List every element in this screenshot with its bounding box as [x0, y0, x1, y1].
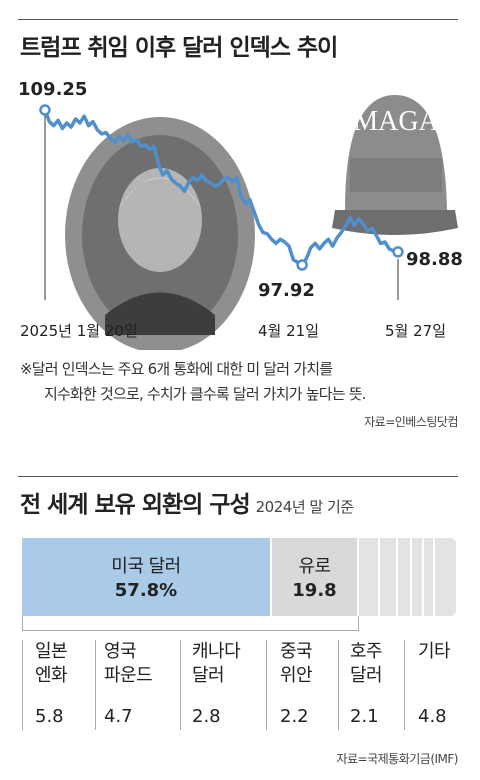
bracket-left [22, 616, 23, 630]
end-value-label: 98.88 [406, 249, 463, 270]
dollar-index-line [43, 108, 400, 267]
col-divider-5 [338, 640, 339, 730]
x-label-april: 4월 21일 [258, 322, 319, 340]
cell-cny: 중국 위안 [280, 641, 313, 686]
value-jpy: 5.8 [35, 706, 64, 727]
source-imf: 자료=국제통화기금(IMF) [336, 752, 458, 766]
small-segment-cad [398, 538, 410, 616]
usd-segment: 미국 달러 57.8% [22, 538, 270, 616]
value-gbp: 4.7 [104, 706, 133, 727]
col-divider-1 [22, 640, 23, 730]
top-rule [18, 19, 458, 20]
col-divider-6 [404, 640, 405, 730]
small-segment-cny [412, 538, 422, 616]
bar-chart-subtitle: 2024년 말 기준 [255, 498, 354, 516]
eur-segment: 유로 19.8 [272, 538, 357, 616]
small-segment-aud [424, 538, 433, 616]
cell-cad: 캐나다 달러 [192, 641, 241, 686]
cell-other: 기타 [418, 641, 451, 662]
cell-aud: 호주 달러 [350, 641, 383, 686]
value-cad: 2.8 [192, 706, 221, 727]
eur-value: 19.8 [292, 580, 337, 601]
middle-rule [18, 476, 458, 477]
dollar-index-chart: MAGA 109.25 97.92 98.88 2025년 1월 20일 4월 … [18, 79, 463, 350]
value-aud: 2.1 [350, 706, 379, 727]
value-other: 4.8 [418, 706, 447, 727]
end-point [392, 246, 404, 258]
col-divider-4 [266, 640, 267, 730]
small-segment-jpy [359, 538, 378, 616]
cap-illustration: MAGA [332, 95, 458, 235]
usd-label: 미국 달러 [111, 556, 181, 577]
bracket-bottom [22, 630, 359, 631]
note-line-2: 지수화한 것으로, 수치가 클수록 달러 가치가 높다는 뜻. [44, 385, 367, 403]
line-chart-title: 트럼프 취임 이후 달러 인덱스 추이 [20, 35, 338, 61]
start-point [39, 104, 51, 116]
value-cny: 2.2 [280, 706, 309, 727]
small-segment-other [435, 538, 456, 616]
x-label-start: 2025년 1월 20일 [20, 322, 138, 340]
cap-text: MAGA [353, 106, 439, 137]
x-label-may: 5월 27일 [385, 322, 446, 340]
usd-value: 57.8% [114, 580, 178, 601]
bar-chart-title: 전 세계 보유 외환의 구성 2024년 말 기준 [20, 492, 354, 518]
cell-gbp: 영국 파운드 [104, 641, 153, 686]
bracket-right [358, 616, 359, 630]
source-investing: 자료=인베스팅닷컴 [364, 415, 458, 429]
col-divider-2 [95, 640, 96, 730]
cell-jpy: 일본 엔화 [35, 641, 68, 686]
bill-illustration [65, 117, 255, 350]
start-value-label: 109.25 [18, 79, 87, 100]
small-segment-gbp [380, 538, 396, 616]
col-divider-3 [180, 640, 181, 730]
low-value-label: 97.92 [258, 280, 315, 301]
eur-label: 유로 [298, 556, 331, 577]
low-point [296, 259, 308, 271]
note-line-1: ※달러 인덱스는 주요 6개 통화에 대한 미 달러 가치를 [20, 360, 333, 378]
